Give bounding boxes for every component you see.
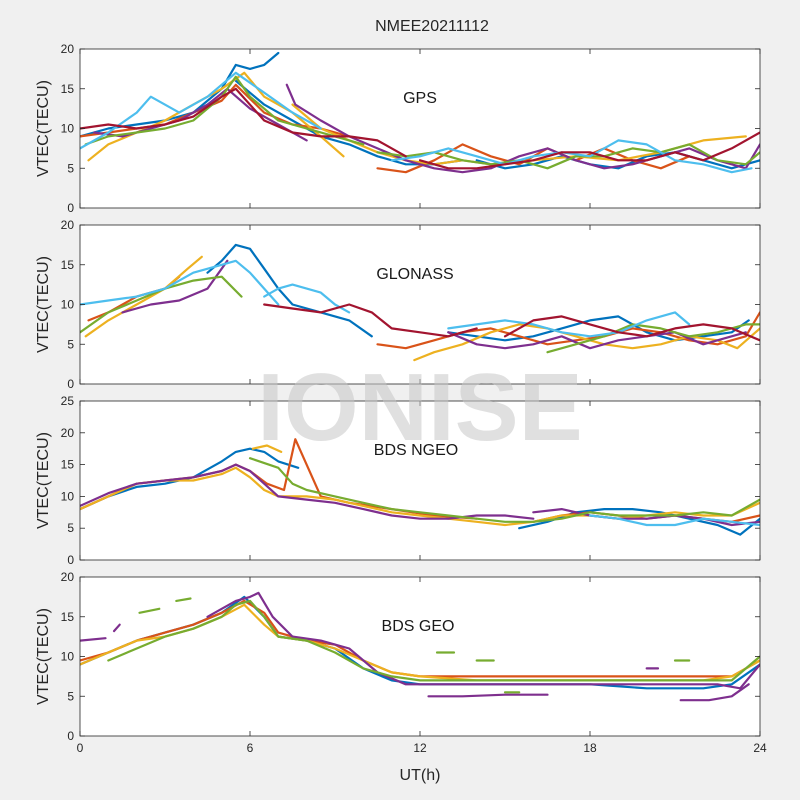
y-tick-label: 0 — [67, 729, 74, 743]
plot-area — [80, 49, 760, 208]
series-line — [80, 463, 535, 520]
series-line — [84, 75, 365, 146]
y-tick-label: 5 — [67, 521, 74, 535]
y-axis-label: VTEC(TECU) — [35, 80, 52, 177]
series-line — [80, 71, 322, 150]
x-tick-label: 24 — [753, 741, 767, 755]
figure-title: NMEE20211112 — [375, 18, 489, 35]
series-line — [206, 243, 373, 338]
series-line — [263, 303, 478, 338]
panel-3: 0 5 10 15 20 25 VTEC(TECU) BDS NGEO — [35, 394, 761, 567]
series-line — [427, 693, 549, 698]
series-line — [588, 514, 760, 527]
x-tick-label: 0 — [77, 741, 84, 755]
y-tick-label: 20 — [61, 570, 75, 584]
panel-1: 0 5 10 15 20 VTEC(TECU) GPS — [35, 42, 761, 215]
series-line — [475, 151, 760, 170]
series-line — [84, 255, 203, 338]
y-tick-label: 15 — [61, 458, 75, 472]
y-tick-label: 15 — [61, 258, 75, 272]
y-tick-label: 0 — [67, 553, 74, 567]
series-line — [263, 283, 351, 314]
series-line — [87, 71, 345, 162]
x-tick-label: 6 — [247, 741, 254, 755]
y-tick-label: 15 — [61, 82, 75, 96]
series-line — [107, 599, 760, 682]
series-line — [532, 508, 760, 527]
y-tick-label: 25 — [61, 394, 75, 408]
series-group — [80, 51, 760, 174]
panel-2: 0 5 10 15 20 VTEC(TECU) GLONASS — [35, 218, 761, 391]
watermark: IONISE — [257, 354, 582, 461]
series-line — [80, 259, 280, 306]
series-line — [503, 315, 760, 342]
series-line — [251, 444, 283, 453]
panel-label: BDS NGEO — [374, 442, 458, 459]
y-tick-label: 5 — [67, 337, 74, 351]
y-tick-label: 15 — [61, 610, 75, 624]
series-group — [80, 243, 760, 362]
series-line — [390, 139, 753, 174]
x-axis-label: UT(h) — [400, 767, 441, 784]
panel-label: BDS GEO — [382, 618, 455, 635]
panel-4: 0 6 12 18 24 0 5 10 15 20 VTEC(TECU) BDS GEO — [35, 570, 767, 755]
plot-area — [80, 577, 760, 736]
y-tick-label: 0 — [67, 201, 74, 215]
y-tick-label: 10 — [61, 489, 75, 503]
panel-label: GLONASS — [376, 266, 453, 283]
series-line — [447, 315, 750, 342]
y-tick-label: 10 — [61, 298, 75, 312]
series-line — [138, 607, 161, 614]
series-line — [518, 508, 760, 536]
series-line — [80, 83, 351, 138]
y-tick-label: 20 — [61, 426, 75, 440]
series-line — [80, 87, 407, 158]
series-line — [175, 597, 192, 603]
series-line — [112, 623, 121, 633]
y-axis-label: VTEC(TECU) — [35, 256, 52, 353]
series-line — [679, 683, 750, 702]
series-line — [418, 131, 760, 170]
series-line — [546, 323, 760, 354]
series-line — [376, 143, 760, 170]
y-axis-label: VTEC(TECU) — [35, 432, 52, 529]
y-tick-label: 5 — [67, 161, 74, 175]
y-tick-label: 5 — [67, 689, 74, 703]
series-line — [80, 447, 300, 511]
series-line — [80, 637, 107, 642]
series-group — [80, 438, 760, 536]
y-tick-label: 0 — [67, 377, 74, 391]
y-tick-label: 20 — [61, 218, 75, 232]
series-group — [80, 591, 760, 702]
series-line — [206, 591, 760, 690]
panel-label: GPS — [403, 90, 437, 107]
y-tick-label: 10 — [61, 650, 75, 664]
y-tick-label: 20 — [61, 42, 75, 56]
y-axis-label: VTEC(TECU) — [35, 608, 52, 705]
series-line — [447, 311, 691, 338]
x-tick-label: 12 — [413, 741, 427, 755]
series-line — [248, 457, 760, 523]
x-tick-label: 18 — [583, 741, 597, 755]
series-line — [447, 331, 747, 350]
y-tick-label: 10 — [61, 122, 75, 136]
series-line — [121, 259, 229, 314]
panels-group: 0 5 10 15 20 VTEC(TECU) GPS 0 5 10 15 20 VTEC(TECU) G… — [35, 42, 767, 755]
